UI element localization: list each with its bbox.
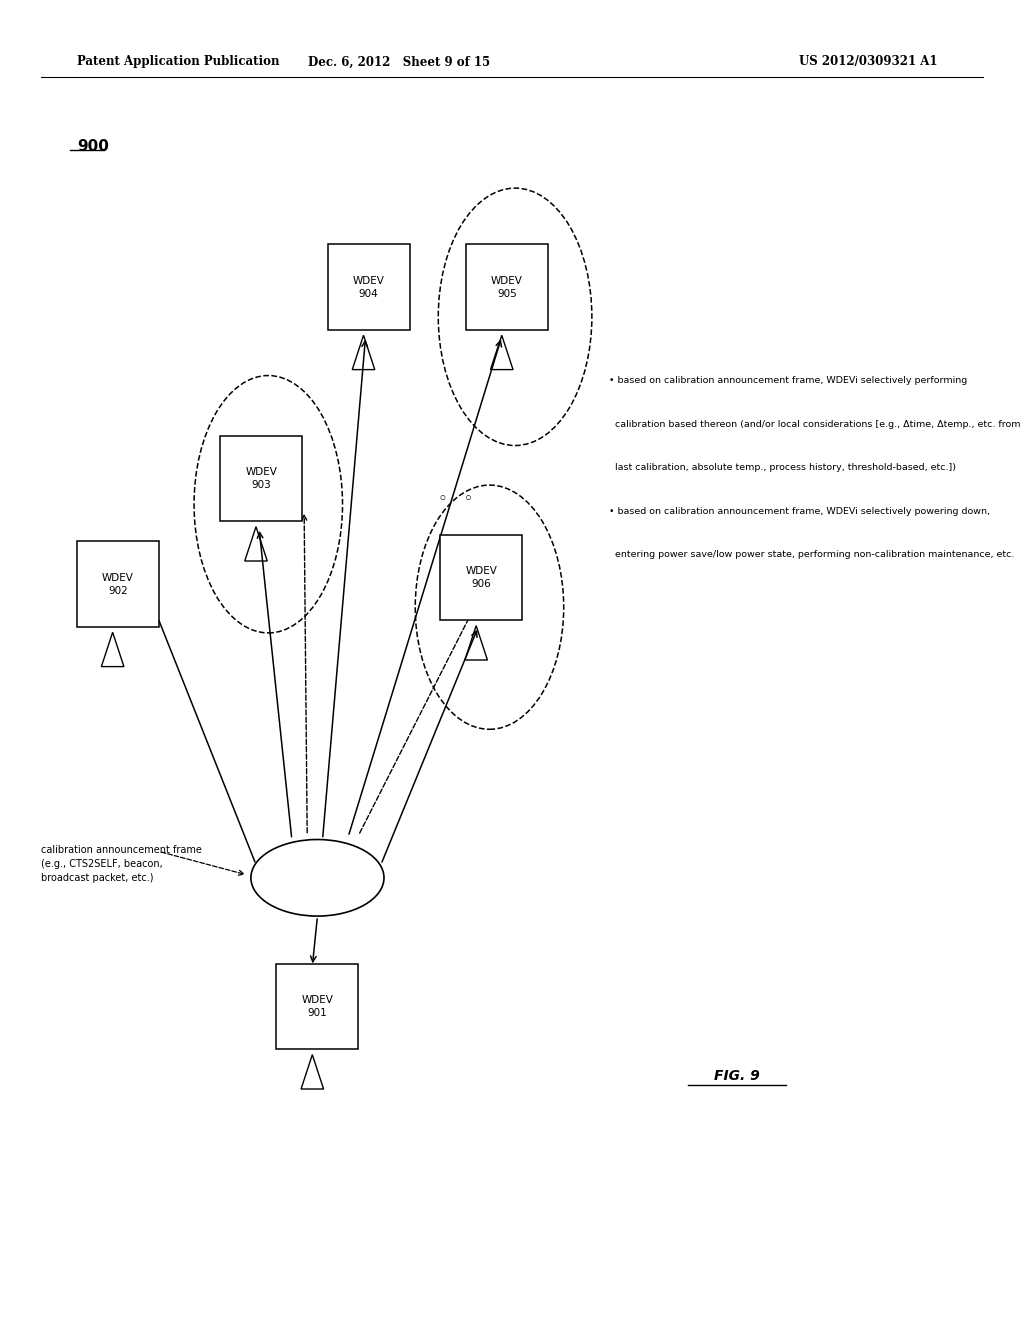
FancyBboxPatch shape <box>440 535 522 620</box>
Text: WDEV
903: WDEV 903 <box>245 467 278 490</box>
Text: WDEV
904: WDEV 904 <box>352 276 385 298</box>
FancyBboxPatch shape <box>220 436 302 521</box>
Text: US 2012/0309321 A1: US 2012/0309321 A1 <box>799 55 937 69</box>
Text: WDEV
905: WDEV 905 <box>490 276 523 298</box>
Text: • based on calibration announcement frame, WDEVi selectively performing: • based on calibration announcement fram… <box>609 376 968 385</box>
Text: ◦   ◦: ◦ ◦ <box>438 490 473 508</box>
Text: entering power save/low power state, performing non-calibration maintenance, etc: entering power save/low power state, per… <box>609 550 1015 560</box>
Text: FIG. 9: FIG. 9 <box>715 1069 760 1084</box>
Ellipse shape <box>251 840 384 916</box>
FancyBboxPatch shape <box>276 964 358 1049</box>
Text: calibration based thereon (and/or local considerations [e.g., Δtime, Δtemp., etc: calibration based thereon (and/or local … <box>609 420 1021 429</box>
Text: 900: 900 <box>77 139 109 153</box>
Text: WDEV
901: WDEV 901 <box>301 995 334 1018</box>
Text: • based on calibration announcement frame, WDEVi selectively powering down,: • based on calibration announcement fram… <box>609 507 990 516</box>
Text: WDEV
902: WDEV 902 <box>101 573 134 595</box>
Text: Dec. 6, 2012   Sheet 9 of 15: Dec. 6, 2012 Sheet 9 of 15 <box>308 55 490 69</box>
Text: calibration announcement frame
(e.g., CTS2SELF, beacon,
broadcast packet, etc.): calibration announcement frame (e.g., CT… <box>41 845 202 883</box>
Text: Patent Application Publication: Patent Application Publication <box>77 55 280 69</box>
FancyBboxPatch shape <box>466 244 548 330</box>
FancyBboxPatch shape <box>328 244 410 330</box>
Text: WDEV
906: WDEV 906 <box>465 566 498 589</box>
FancyBboxPatch shape <box>77 541 159 627</box>
Text: last calibration, absolute temp., process history, threshold-based, etc.]): last calibration, absolute temp., proces… <box>609 463 956 473</box>
